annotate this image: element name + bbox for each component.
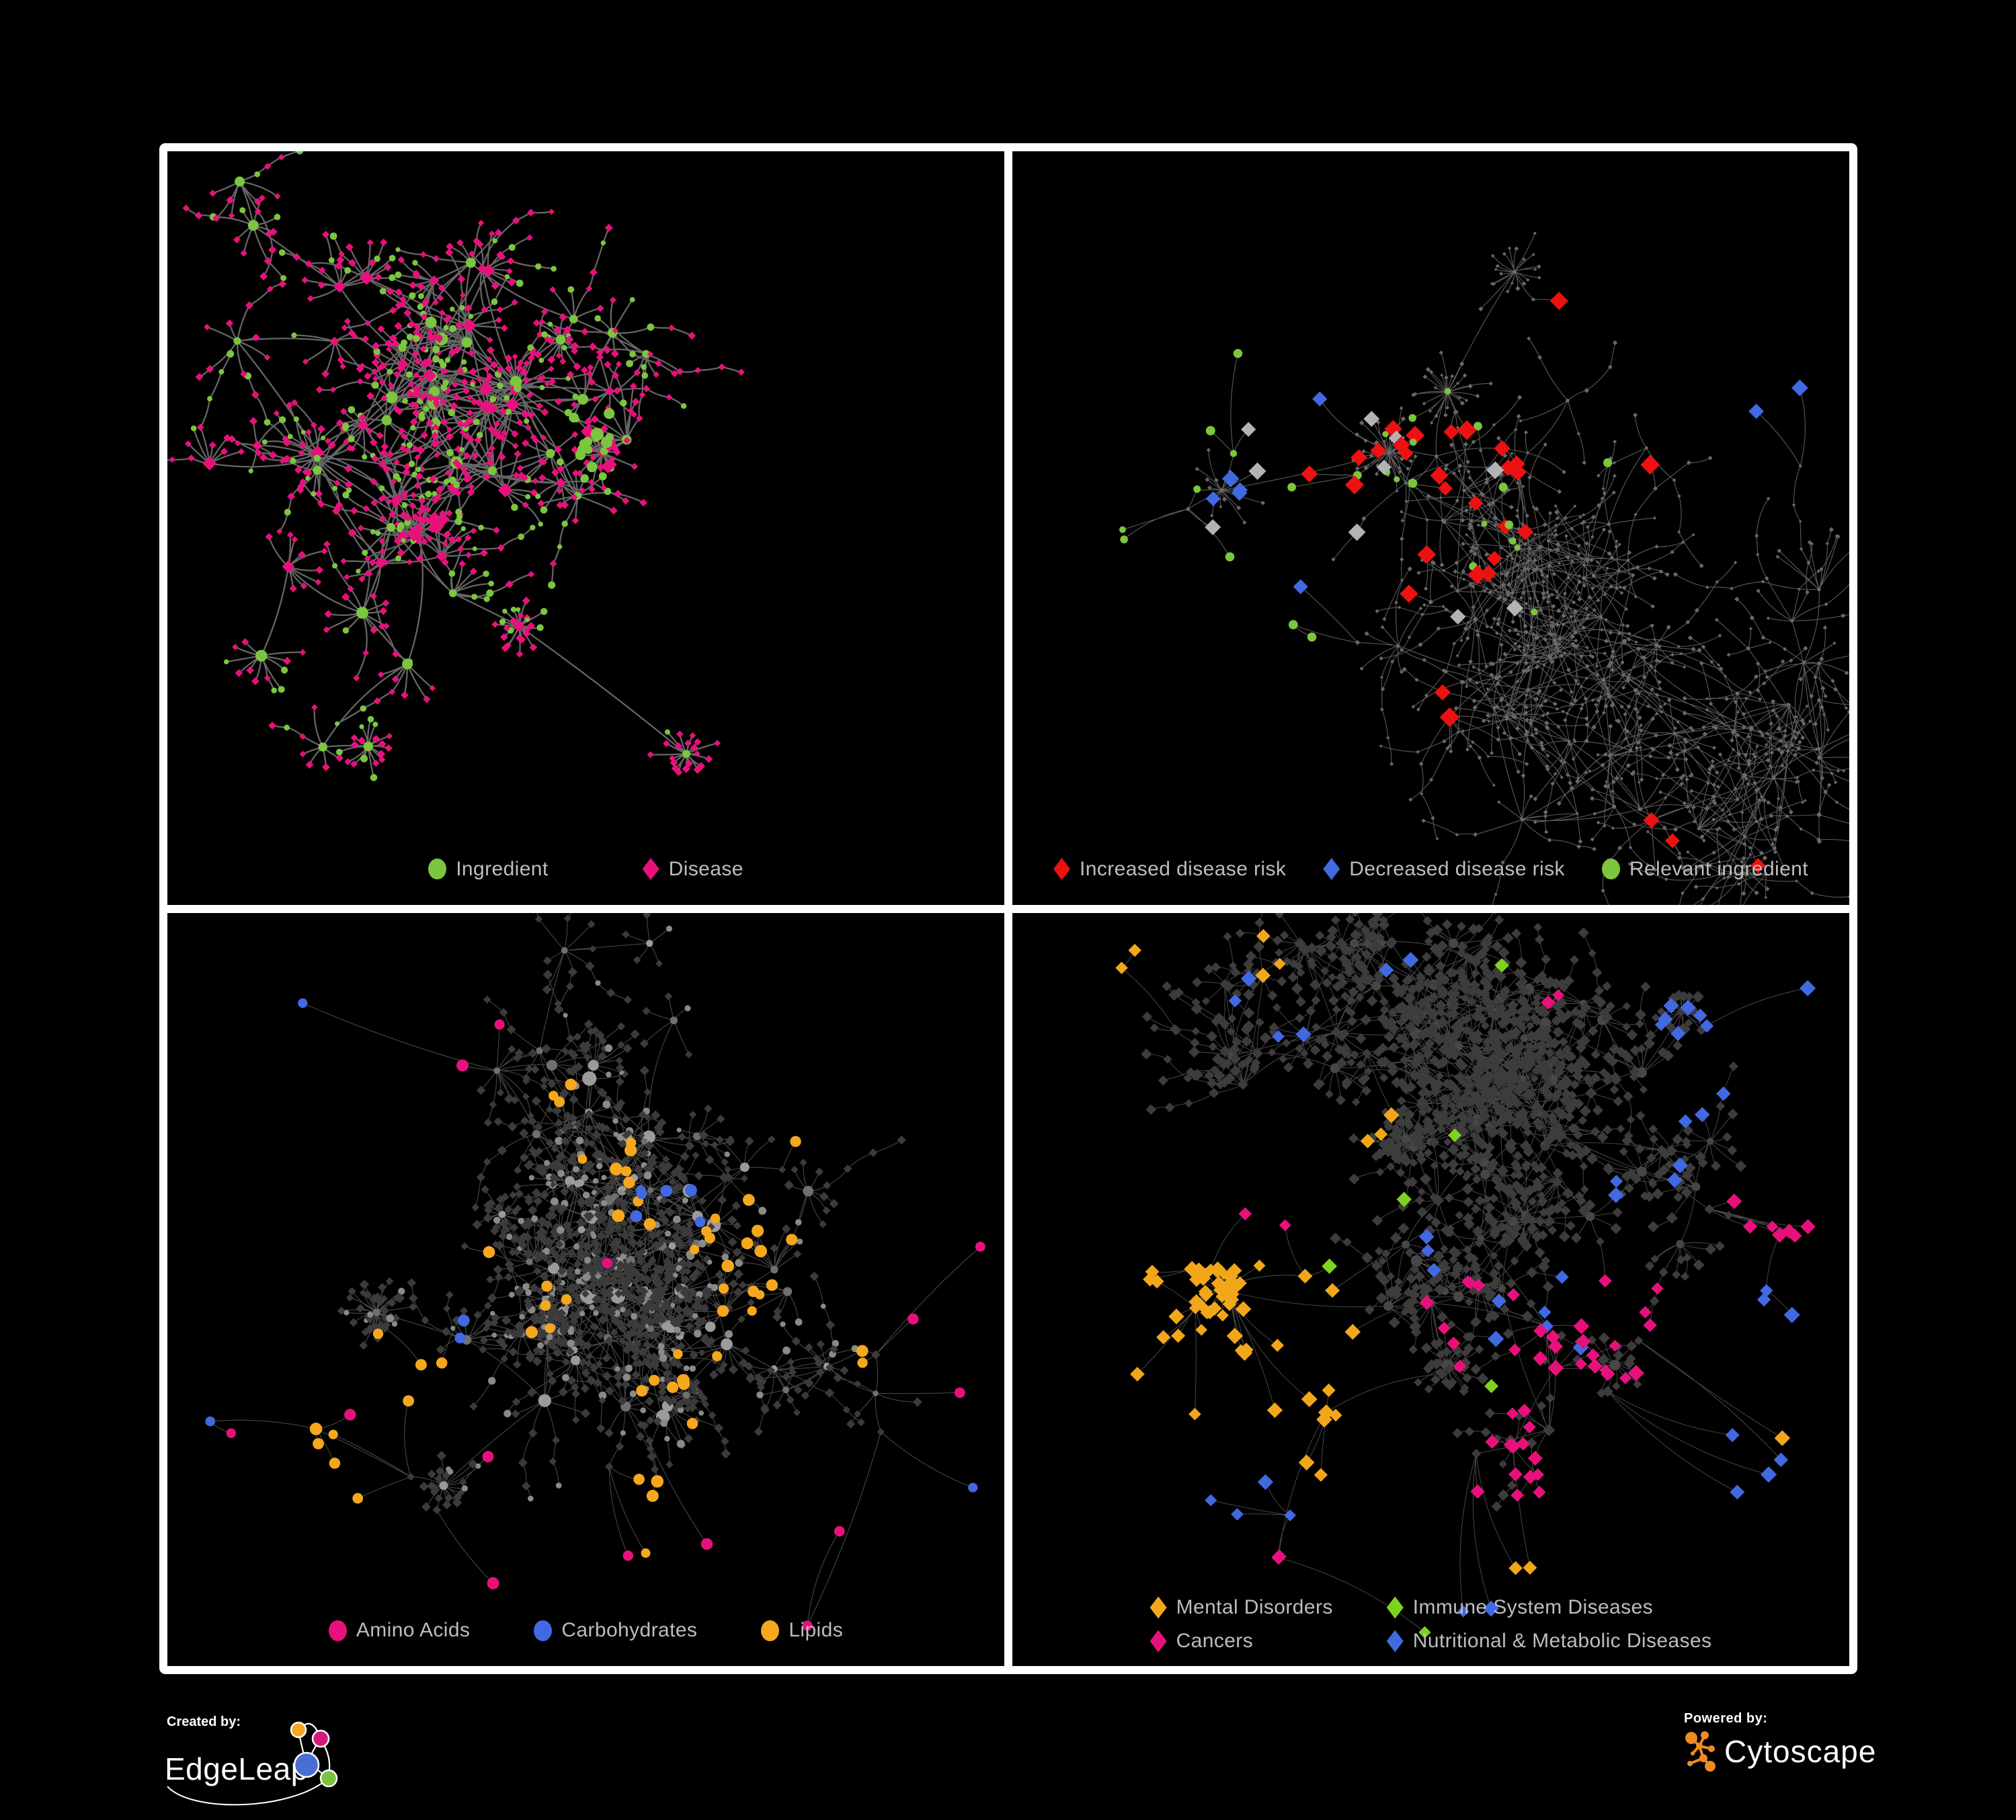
legend-diamond-icon	[1150, 1630, 1167, 1653]
legend-item: Decreased disease risk	[1323, 858, 1565, 881]
legend-circle-icon	[761, 1620, 780, 1641]
legend-item-label: Lipids	[789, 1619, 844, 1641]
legend-item: Amino Acids	[328, 1619, 471, 1642]
legend-disease-risk: Increased disease risk Decreased disease …	[1012, 858, 1849, 881]
network-graph-disease-risk	[1119, 231, 1849, 905]
legend-disease-classes: Mental Disorders Immune System Diseases Ca…	[1012, 1596, 1849, 1653]
powered-by-label: Powered by:	[1684, 1711, 1768, 1726]
panel-disease-classes: Mental Disorders Immune System Diseases Ca…	[1012, 912, 1849, 1666]
legend-item: Ingredient	[428, 858, 548, 881]
legend-item-label: Cancers	[1176, 1630, 1254, 1652]
legend-circle-icon	[328, 1620, 347, 1641]
legend-diamond-icon	[1386, 1596, 1404, 1619]
cytoscape-icon	[1685, 1731, 1716, 1772]
legend-item-label: Increased disease risk	[1080, 857, 1287, 880]
edgeleap-swoosh	[167, 1778, 329, 1806]
panel-disease-risk: Increased disease risk Decreased disease …	[1012, 151, 1849, 905]
network-graph-ingredient-disease	[167, 151, 745, 781]
legend-circle-icon	[1601, 859, 1620, 879]
edgeleap-logo: Created by: EdgeLeap	[165, 1714, 338, 1806]
legend-diamond-icon	[1386, 1630, 1404, 1653]
legend-item-label: Decreased disease risk	[1349, 857, 1565, 880]
network-graph-disease-classes	[1115, 912, 1816, 1638]
figure-frame: Ingredient Disease Increased disease risk…	[159, 143, 1857, 1674]
legend-item-label: Amino Acids	[356, 1619, 471, 1641]
legend-circle-icon	[534, 1620, 553, 1641]
legend-macronutrients: Amino Acids Carbohydrates Lipids	[167, 1619, 1004, 1642]
created-by-label: Created by:	[167, 1714, 241, 1729]
legend-item: Relevant ingredient	[1601, 857, 1808, 881]
cytoscape-wordmark: Cytoscape	[1724, 1734, 1877, 1769]
panel-macronutrients: Amino Acids Carbohydrates Lipids	[167, 912, 1004, 1666]
legend-item: Carbohydrates	[534, 1619, 697, 1642]
legend-item-label: Ingredient	[456, 857, 549, 880]
legend-item: Cancers	[1150, 1630, 1333, 1653]
legend-circle-icon	[428, 859, 447, 879]
network-graph-macronutrients	[205, 912, 985, 1631]
legend-ingredient-disease: Ingredient Disease	[167, 858, 1004, 881]
edgeleap-node-pink	[311, 1729, 330, 1748]
legend-diamond-icon	[1150, 1596, 1167, 1619]
edgeleap-credit: Created by: EdgeLeap	[165, 1711, 339, 1812]
legend-item: Increased disease risk	[1053, 858, 1286, 881]
edgeleap-node-blue	[293, 1751, 320, 1778]
edgeleap-network-icon	[290, 1721, 338, 1788]
legend-item-label: Nutritional & Metabolic Diseases	[1412, 1630, 1712, 1652]
legend-item: Nutritional & Metabolic Diseases	[1386, 1630, 1712, 1653]
legend-item: Lipids	[761, 1619, 843, 1642]
edgeleap-node-orange	[290, 1721, 307, 1739]
legend-diamond-icon	[642, 858, 659, 880]
edgeleap-wordmark: EdgeLeap	[165, 1751, 309, 1786]
legend-diamond-icon	[1323, 858, 1340, 880]
legend-item: Disease	[642, 857, 743, 881]
panel-ingredient-disease: Ingredient Disease	[167, 151, 1004, 905]
cytoscape-credit: Powered by: Cytoscape	[1684, 1711, 1876, 1772]
legend-item: Immune System Diseases	[1386, 1596, 1712, 1619]
legend-item-label: Mental Disorders	[1176, 1596, 1333, 1618]
edgeleap-node-green	[319, 1769, 338, 1788]
legend-item-label: Carbohydrates	[561, 1619, 698, 1641]
legend-item-label: Relevant ingredient	[1629, 857, 1808, 880]
legend-item-label: Immune System Diseases	[1412, 1596, 1653, 1618]
legend-item: Mental Disorders	[1150, 1596, 1333, 1619]
legend-item-label: Disease	[668, 857, 743, 880]
legend-diamond-icon	[1053, 858, 1070, 880]
